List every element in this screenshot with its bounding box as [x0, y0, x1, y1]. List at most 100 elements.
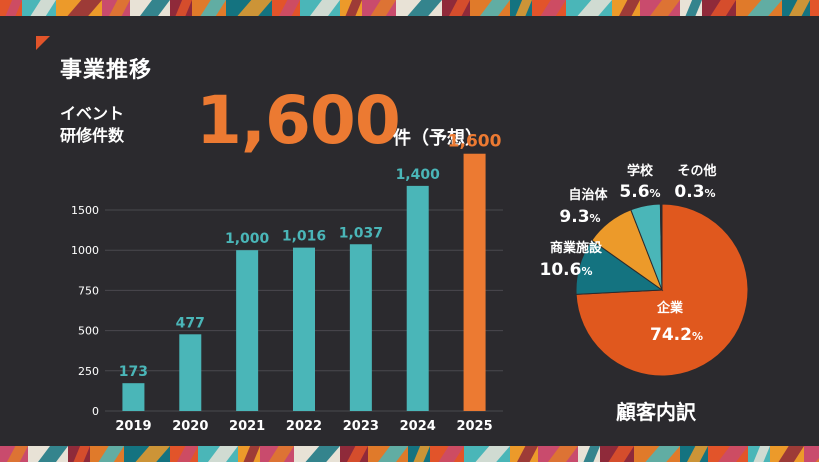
border-stripe — [619, 0, 640, 16]
border-stripe — [608, 446, 634, 462]
border-stripe — [687, 446, 708, 462]
x-tick-label: 2023 — [343, 419, 379, 434]
border-stripe — [305, 446, 340, 462]
x-tick-label: 2024 — [400, 419, 436, 434]
border-stripe — [718, 446, 748, 462]
border-stripe — [650, 0, 680, 16]
border-stripe — [345, 0, 362, 16]
border-segment — [804, 446, 819, 462]
pie-value-number: 10.6 — [540, 260, 582, 280]
bar-data-label: 1,037 — [339, 225, 383, 241]
border-stripe — [789, 0, 810, 16]
border-stripe — [347, 446, 368, 462]
border-stripe — [38, 446, 68, 462]
x-tick-label: 2021 — [229, 419, 265, 434]
y-tick-label: 1500 — [71, 204, 99, 217]
border-stripe — [370, 0, 396, 16]
kpi-label-line2: 研修件数 — [60, 126, 125, 145]
border-stripe — [378, 446, 408, 462]
bar-data-label: 1,000 — [225, 231, 270, 247]
y-tick-label: 250 — [78, 365, 99, 378]
corner-accent-icon — [36, 36, 50, 50]
x-tick-label: 2020 — [172, 419, 208, 434]
top-decorative-border — [0, 0, 819, 16]
border-stripe — [540, 0, 566, 16]
border-stripe — [449, 0, 470, 16]
border-stripe — [175, 0, 192, 16]
border-stripe — [237, 0, 272, 16]
pie-value-number: 0.3 — [674, 182, 704, 202]
kpi-value: 1,600 — [196, 82, 401, 159]
border-stripe — [747, 0, 782, 16]
x-tick-label: 2025 — [456, 419, 492, 434]
border-stripe — [200, 0, 226, 16]
border-stripe — [407, 0, 442, 16]
border-segment — [810, 0, 819, 16]
kpi-label-line1: イベント — [60, 104, 125, 123]
pie-slice-name: 商業施設 — [550, 240, 603, 256]
y-tick-label: 1000 — [71, 244, 99, 257]
pie-slice-value: 0.3% — [674, 182, 715, 202]
pie-slice-name: 学校 — [627, 163, 654, 179]
bar — [179, 334, 202, 411]
border-stripe — [177, 446, 198, 462]
border-stripe — [480, 0, 510, 16]
pie-slice-value: 9.3% — [559, 207, 600, 227]
border-stripe — [5, 0, 22, 16]
border-stripe — [583, 446, 600, 462]
border-stripe — [475, 446, 510, 462]
border-stripe — [753, 446, 770, 462]
pie-value-number: 9.3 — [559, 207, 589, 227]
pie-value-number: 74.2 — [650, 325, 692, 345]
border-stripe — [243, 446, 260, 462]
border-stripe — [577, 0, 612, 16]
border-stripe — [30, 0, 56, 16]
x-tick-label: 2022 — [286, 419, 322, 434]
page-title: 事業推移 — [60, 58, 153, 83]
border-stripe — [515, 0, 532, 16]
border-stripe — [710, 0, 736, 16]
bar — [122, 383, 145, 411]
pie-value-percent: % — [705, 187, 716, 200]
pie-slice-value: 5.6% — [619, 182, 660, 202]
kpi-unit: 件（予想） — [393, 128, 483, 149]
bar — [293, 247, 315, 411]
border-stripe — [778, 446, 804, 462]
bar-data-label: 1,016 — [282, 229, 326, 245]
pie-value-number: 5.6 — [619, 182, 649, 202]
border-stripe — [135, 446, 170, 462]
pie-value-percent: % — [692, 330, 703, 343]
bar-data-label: 477 — [176, 315, 205, 331]
x-tick-label: 2019 — [115, 419, 151, 434]
y-tick-label: 0 — [92, 405, 99, 418]
pie-value-percent: % — [590, 212, 601, 225]
border-stripe — [548, 446, 578, 462]
border-stripe — [109, 0, 130, 16]
border-stripe — [645, 446, 680, 462]
border-stripe — [268, 446, 294, 462]
border-stripe — [140, 0, 170, 16]
bar — [349, 244, 372, 411]
pie-value-percent: % — [650, 187, 661, 200]
border-stripe — [685, 0, 702, 16]
border-stripe — [279, 0, 300, 16]
pie-value-percent: % — [581, 265, 592, 278]
border-stripe — [208, 446, 238, 462]
pie-slice-name: 企業 — [656, 300, 684, 316]
border-stripe — [67, 0, 102, 16]
y-tick-label: 500 — [78, 325, 99, 338]
bottom-decorative-border — [0, 446, 819, 462]
pie-slice — [659, 203, 663, 291]
border-stripe — [438, 446, 464, 462]
bar — [463, 153, 486, 411]
pie-slice-value: 10.6% — [540, 260, 593, 280]
pie-slice-name: 自治体 — [568, 187, 608, 203]
bar-data-label: 173 — [119, 364, 148, 380]
border-stripe — [413, 446, 430, 462]
border-stripe — [310, 0, 340, 16]
bar — [236, 250, 259, 411]
border-stripe — [98, 446, 124, 462]
kpi-label: イベント 研修件数 — [60, 103, 124, 147]
